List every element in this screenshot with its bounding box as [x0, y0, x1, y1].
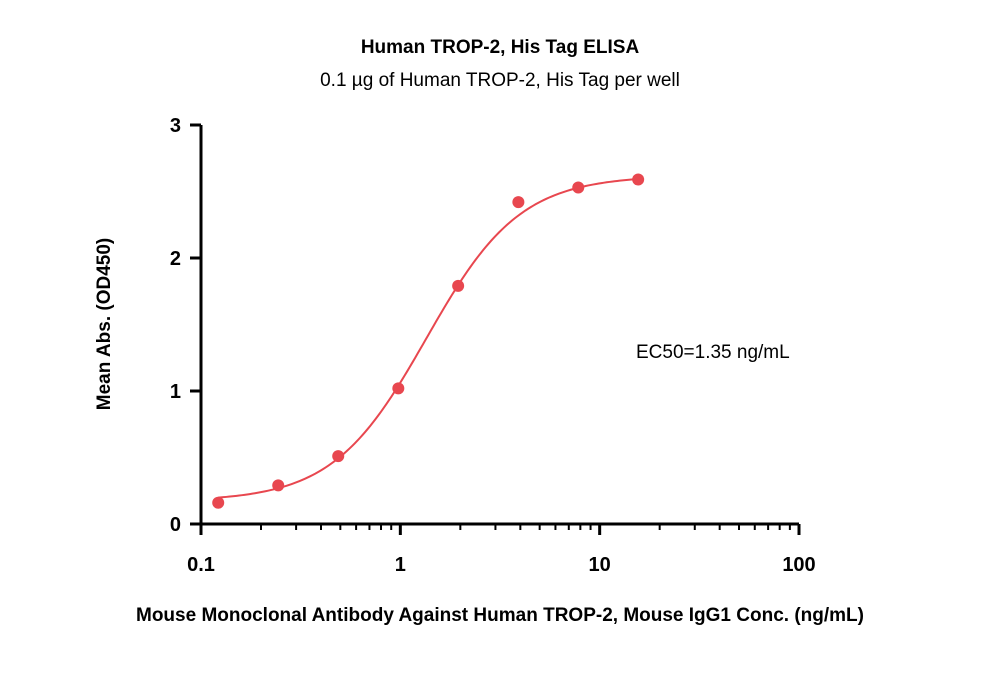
fit-curve: [218, 178, 639, 499]
data-point: [332, 450, 345, 463]
y-tick-label: 0: [170, 514, 181, 536]
x-tick-label: 1: [395, 554, 406, 576]
x-axis-label: Mouse Monoclonal Antibody Against Human …: [136, 605, 864, 626]
data-point: [572, 181, 585, 194]
x-tick-label: 100: [782, 554, 815, 576]
x-ticks: 0.1 1 10 100: [187, 524, 816, 576]
data-points: [212, 173, 645, 509]
x-tick-label: 0.1: [187, 554, 215, 576]
chart-subtitle: 0.1 µg of Human TROP-2, His Tag per well: [320, 70, 680, 91]
data-point: [632, 173, 645, 186]
y-tick-label: 3: [170, 115, 181, 137]
data-point: [272, 479, 285, 492]
data-point: [452, 279, 465, 292]
data-point: [212, 496, 225, 509]
ec50-annotation: EC50=1.35 ng/mL: [636, 342, 790, 363]
y-tick-label: 2: [170, 248, 181, 270]
y-axis-label: Mean Abs. (OD450): [94, 238, 115, 410]
y-tick-label: 1: [170, 381, 181, 403]
y-ticks: 0 1 2 3: [170, 115, 201, 536]
data-point: [512, 196, 525, 209]
chart-title: Human TROP-2, His Tag ELISA: [361, 37, 640, 58]
x-tick-label: 10: [589, 554, 611, 576]
data-point: [392, 382, 405, 395]
